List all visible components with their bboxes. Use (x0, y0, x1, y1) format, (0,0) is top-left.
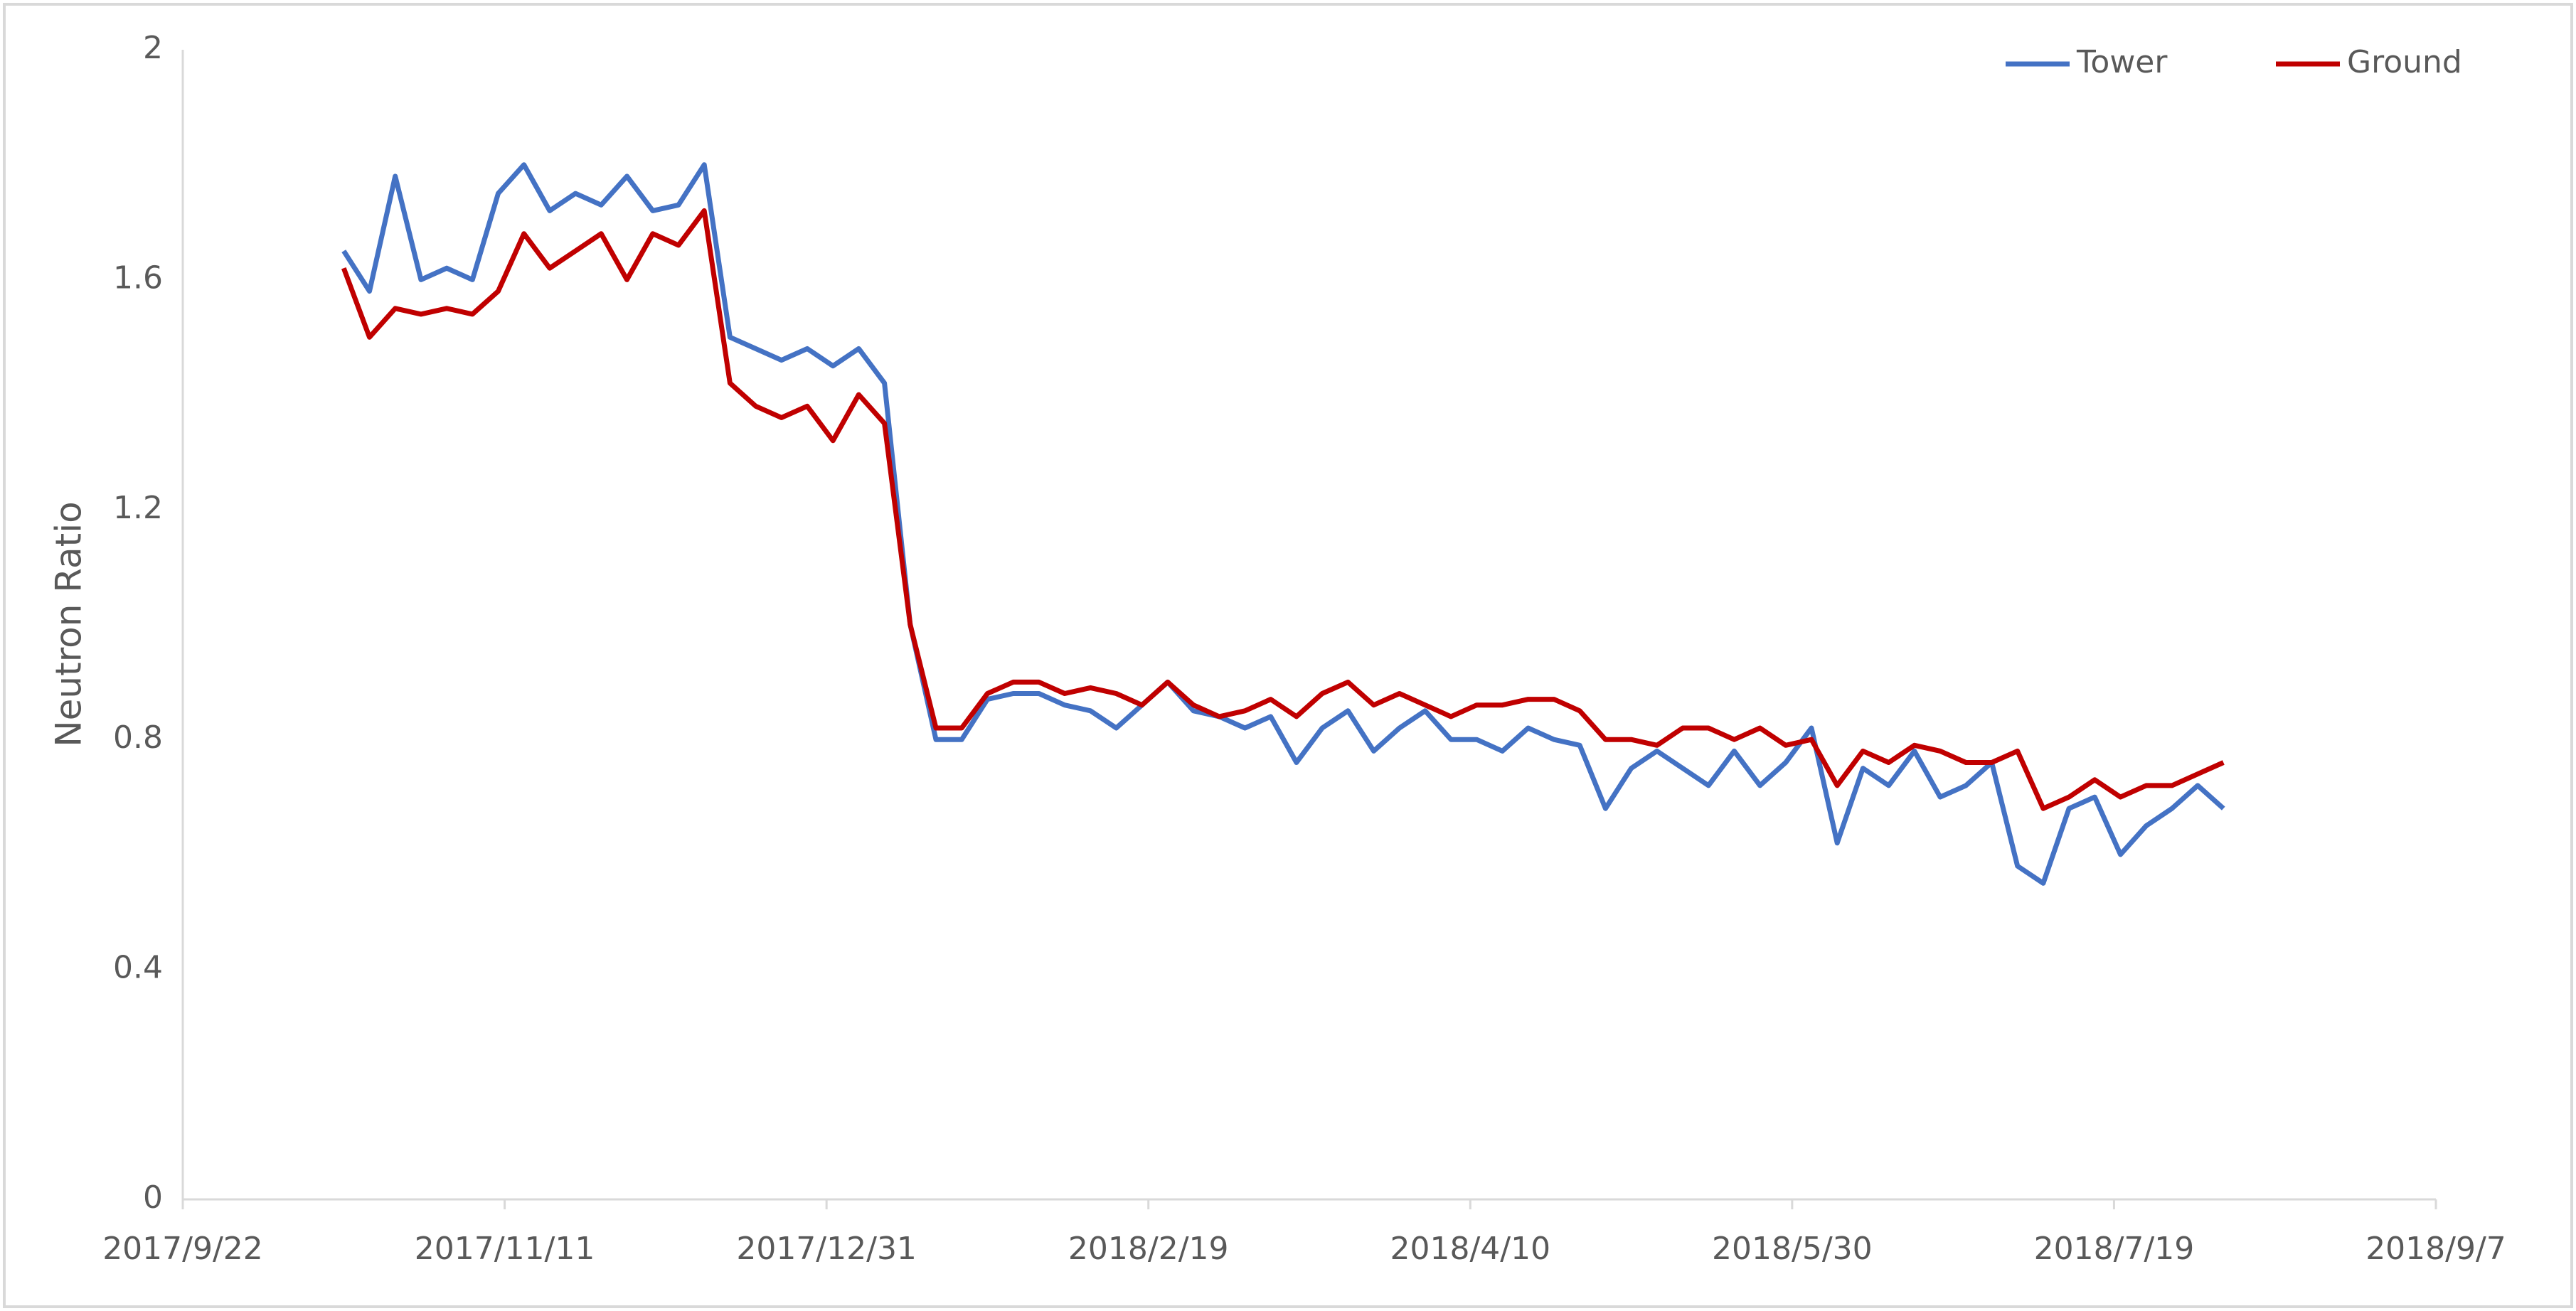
x-tick-label: 2017/12/31 (736, 1231, 917, 1267)
series-line (341, 208, 2225, 811)
y-tick-label: 0.8 (113, 719, 163, 756)
y-tick-label: 0.4 (113, 950, 163, 986)
x-tick-label: 2018/5/30 (1712, 1231, 1873, 1267)
x-tick-label: 2018/7/19 (2034, 1231, 2195, 1267)
x-tick-label: 2017/9/22 (102, 1231, 263, 1267)
series-line (341, 162, 2225, 886)
x-tick-label: 2018/4/10 (1390, 1231, 1550, 1267)
y-axis-label: Neutron Ratio (48, 501, 90, 747)
legend-label: Tower (2076, 44, 2168, 80)
legend-label: Ground (2347, 44, 2462, 80)
x-tick-label: 2018/9/7 (2365, 1231, 2506, 1267)
x-tick-label: 2017/11/11 (415, 1231, 595, 1267)
y-tick-label: 1.6 (113, 259, 163, 296)
y-tick-label: 2 (143, 30, 163, 66)
x-tick-label: 2018/2/19 (1068, 1231, 1229, 1267)
chart-border (3, 3, 2573, 1308)
y-tick-label: 0 (143, 1179, 163, 1216)
y-tick-label: 1.2 (113, 490, 163, 526)
